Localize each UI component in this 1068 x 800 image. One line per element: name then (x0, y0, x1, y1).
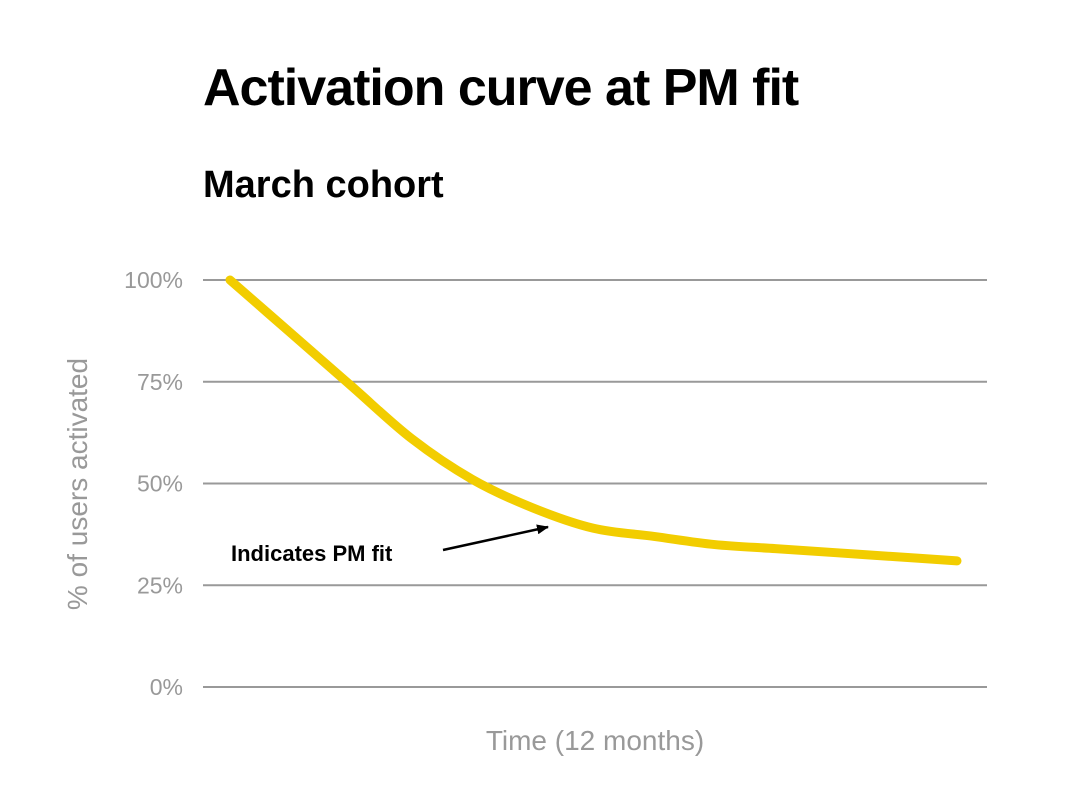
y-axis-label: % of users activated (62, 358, 93, 610)
line (225, 275, 962, 566)
annotation: Indicates PM fit (231, 541, 393, 566)
plot-area (225, 275, 962, 566)
chart-subtitle: March cohort (203, 164, 444, 206)
y-tick-label: 50% (137, 471, 183, 497)
grid: 0% 25% 50% 75% 100% (124, 267, 987, 700)
annotation-arrow (442, 524, 549, 552)
y-tick-label: 100% (124, 267, 183, 293)
y-tick-label: 0% (150, 674, 183, 700)
y-tick-label: 75% (137, 369, 183, 395)
chart-title: Activation curve at PM fit (203, 59, 799, 117)
x-axis-label: Time (12 months) (486, 725, 704, 756)
y-tick-label: 25% (137, 572, 183, 598)
